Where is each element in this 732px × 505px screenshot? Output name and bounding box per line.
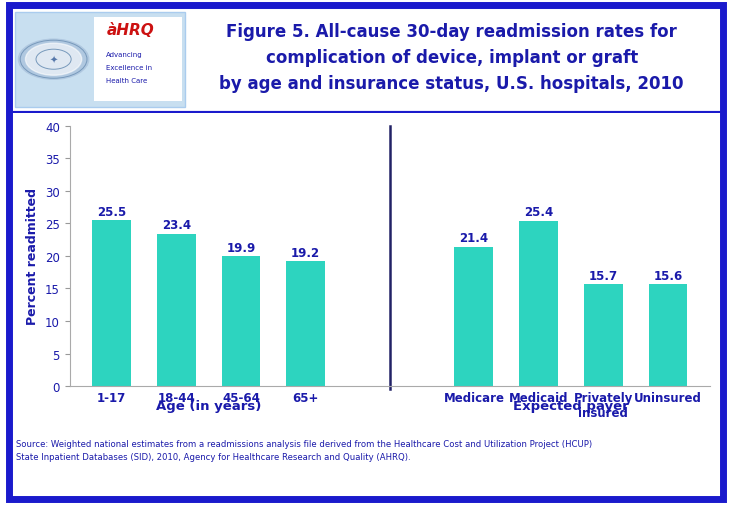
Text: 23.4: 23.4 <box>162 219 191 232</box>
Y-axis label: Percent readmitted: Percent readmitted <box>26 188 40 325</box>
Text: Excellence in: Excellence in <box>106 65 152 71</box>
Bar <box>222 257 261 386</box>
Text: 25.5: 25.5 <box>97 205 126 218</box>
Bar <box>519 221 558 386</box>
Text: 19.9: 19.9 <box>226 242 255 255</box>
Text: ✦: ✦ <box>50 55 58 65</box>
Text: Advancing: Advancing <box>106 52 143 58</box>
FancyBboxPatch shape <box>15 13 185 108</box>
Text: 19.2: 19.2 <box>291 246 320 259</box>
Text: 15.6: 15.6 <box>654 270 683 283</box>
Circle shape <box>26 44 82 76</box>
Text: Expected payer: Expected payer <box>513 399 629 413</box>
Text: 15.7: 15.7 <box>589 269 618 282</box>
Circle shape <box>18 40 89 80</box>
Text: 25.4: 25.4 <box>524 206 553 219</box>
Bar <box>92 221 131 386</box>
Bar <box>584 284 623 386</box>
Bar <box>649 285 687 386</box>
Text: 21.4: 21.4 <box>460 232 488 245</box>
FancyBboxPatch shape <box>94 18 182 102</box>
Text: àHRQ: àHRQ <box>106 23 154 37</box>
Bar <box>455 247 493 386</box>
Text: Source: Weighted national estimates from a readmissions analysis file derived fr: Source: Weighted national estimates from… <box>16 439 592 461</box>
Text: Figure 5. All-cause 30-day readmission rates for
complication of device, implant: Figure 5. All-cause 30-day readmission r… <box>220 23 684 92</box>
Text: Age (in years): Age (in years) <box>156 399 261 413</box>
Bar <box>157 234 195 386</box>
Bar <box>286 262 325 386</box>
Text: Health Care: Health Care <box>106 78 148 84</box>
